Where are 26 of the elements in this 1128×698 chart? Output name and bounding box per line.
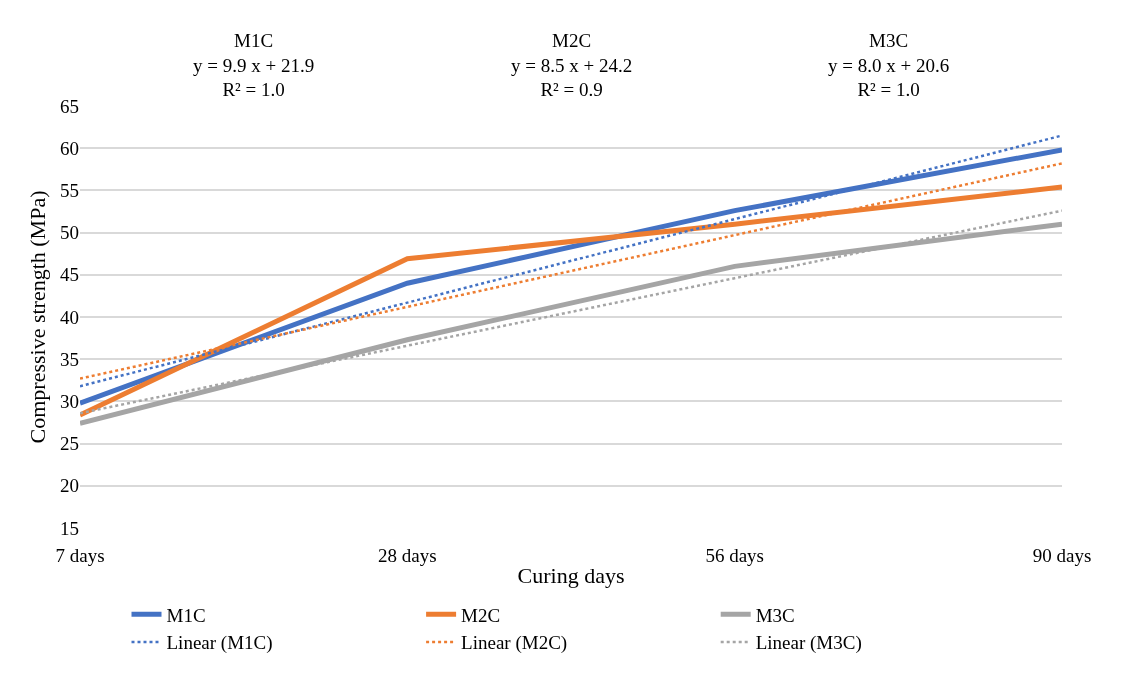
- text: M2C y = 8.5 x + 24.2 R² = 0.9: [511, 30, 633, 101]
- text: M3C y = 8.0 x + 20.6 R² = 1.0: [828, 30, 950, 101]
- y-tick-label: 25: [60, 433, 79, 455]
- y-tick-label: 40: [60, 306, 79, 328]
- text: M1C y = 9.9 x + 21.9 R² = 1.0: [193, 30, 315, 101]
- legend-label: M3C: [755, 604, 795, 626]
- y-tick-label: 15: [60, 517, 79, 539]
- y-tick-label: 65: [60, 95, 79, 117]
- y-tick-label: 35: [60, 348, 79, 370]
- y-tick-label: 45: [60, 264, 79, 286]
- x-tick-label: 28 days: [378, 545, 437, 566]
- y-tick-label: 55: [60, 180, 79, 202]
- y-tick-label: 60: [60, 137, 79, 159]
- legend-label: Linear (M2C): [461, 632, 568, 655]
- y-axis-title: Compressive strength (MPa): [24, 190, 50, 444]
- x-tick-label: 90 days: [1032, 545, 1092, 566]
- y-tick-label: 20: [60, 475, 79, 497]
- legend-label: M2C: [461, 604, 501, 626]
- y-tick-label: 50: [60, 222, 79, 244]
- legend-label: Linear (M1C): [166, 632, 273, 655]
- legend-label: M1C: [166, 604, 206, 626]
- x-tick-label: 7 days: [55, 545, 105, 566]
- y-tick-label: 30: [60, 391, 79, 413]
- x-axis-title: Curing days: [517, 562, 625, 588]
- x-tick-label: 56 days: [705, 545, 764, 566]
- legend-label: Linear (M3C): [755, 632, 862, 655]
